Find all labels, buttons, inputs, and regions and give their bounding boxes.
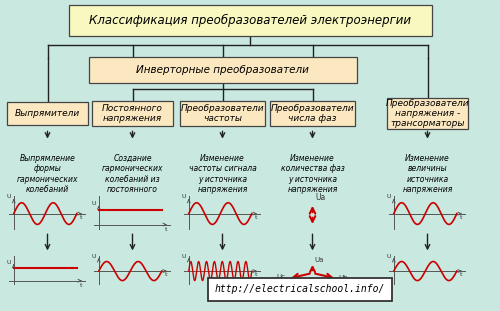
- FancyBboxPatch shape: [208, 277, 392, 301]
- Text: Создание
гармонических
колебаний из
постоянного
напряжения: Создание гармонических колебаний из пост…: [102, 154, 163, 205]
- Text: http://electricalschool.info/: http://electricalschool.info/: [215, 284, 385, 294]
- Text: Преобразователи
числа фаз: Преобразователи числа фаз: [270, 104, 354, 123]
- Text: Выпрямители: Выпрямители: [15, 109, 80, 118]
- Text: Преобразователи
частоты: Преобразователи частоты: [180, 104, 264, 123]
- Text: Выпрямление
формы
гармонических
колебаний: Выпрямление формы гармонических колебани…: [17, 154, 78, 194]
- Text: Классификация преобразователей электроэнергии: Классификация преобразователей электроэн…: [89, 14, 411, 27]
- Text: Изменение
величины
источника
напряжения: Изменение величины источника напряжения: [402, 154, 452, 194]
- Text: Инверторные преобразователи: Инверторные преобразователи: [136, 65, 309, 75]
- Text: Преобразователи
напряжения -
трансорматоры: Преобразователи напряжения - трансормато…: [386, 99, 469, 128]
- FancyBboxPatch shape: [270, 101, 355, 126]
- FancyBboxPatch shape: [68, 5, 432, 36]
- Text: Постоянного
напряжения: Постоянного напряжения: [102, 104, 163, 123]
- Text: Изменение
частоты сигнала
у источника
напряжения: Изменение частоты сигнала у источника на…: [188, 154, 256, 194]
- FancyBboxPatch shape: [92, 101, 173, 126]
- Text: Изменение
количества фаз
у источника
напряжения: Изменение количества фаз у источника нап…: [280, 154, 344, 194]
- FancyBboxPatch shape: [387, 98, 468, 129]
- FancyBboxPatch shape: [88, 57, 356, 82]
- FancyBboxPatch shape: [180, 101, 265, 126]
- FancyBboxPatch shape: [8, 102, 88, 125]
